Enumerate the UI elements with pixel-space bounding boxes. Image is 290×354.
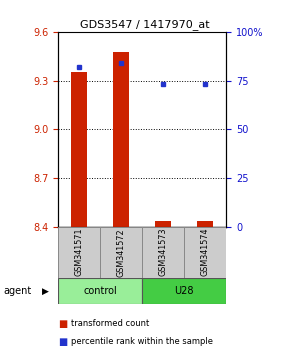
Bar xyxy=(142,227,184,278)
Text: GDS3547 / 1417970_at: GDS3547 / 1417970_at xyxy=(80,19,210,30)
Bar xyxy=(58,227,100,278)
Text: transformed count: transformed count xyxy=(71,319,149,329)
Text: agent: agent xyxy=(3,286,31,296)
Text: control: control xyxy=(83,286,117,296)
Bar xyxy=(100,227,142,278)
Text: percentile rank within the sample: percentile rank within the sample xyxy=(71,337,213,346)
Bar xyxy=(155,221,171,227)
Bar xyxy=(184,227,226,278)
Text: GSM341572: GSM341572 xyxy=(117,228,126,276)
Bar xyxy=(142,278,226,304)
Bar xyxy=(71,73,87,227)
Text: GSM341573: GSM341573 xyxy=(159,228,168,276)
Text: GSM341571: GSM341571 xyxy=(75,228,84,276)
Text: ▶: ▶ xyxy=(41,287,48,296)
Text: ■: ■ xyxy=(58,319,67,329)
Text: GSM341574: GSM341574 xyxy=(201,228,210,276)
Text: ■: ■ xyxy=(58,337,67,347)
Bar xyxy=(197,221,213,227)
Bar xyxy=(113,52,129,227)
Text: U28: U28 xyxy=(174,286,194,296)
Bar xyxy=(58,278,142,304)
